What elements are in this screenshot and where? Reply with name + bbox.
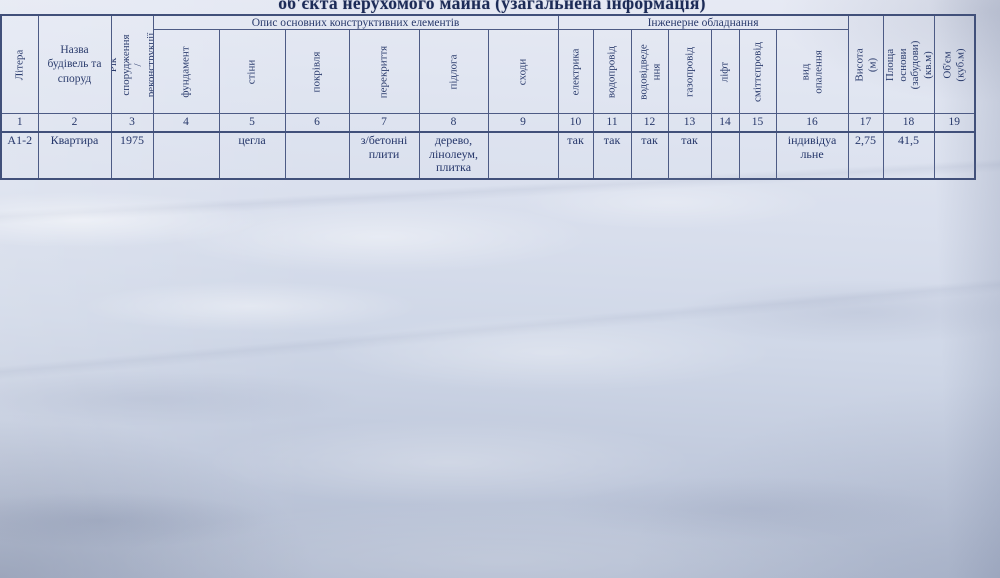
col-header-base-area-label: Площа основи (забудови) (кв.м) <box>883 40 934 89</box>
cell-gas: так <box>667 131 712 180</box>
col-number: 11 <box>592 113 632 133</box>
col-header-garbage-chute-label: сміттєпровід <box>751 41 764 102</box>
col-header-foundation: фундамент <box>152 29 220 114</box>
col-header-floor-finish: підлога <box>418 29 489 114</box>
cell-garbage-chute <box>738 131 777 180</box>
data-row-a1-2: А1-2 Квартира 1975 цегла з/бетонні плити… <box>0 131 976 180</box>
col-header-floor-finish-label: підлога <box>447 54 460 89</box>
col-number: 12 <box>630 113 669 133</box>
col-header-heating: вид опалення <box>775 29 849 114</box>
col-number: 9 <box>487 113 559 133</box>
col-number: 19 <box>933 113 976 133</box>
col-header-gas-label: газопровід <box>683 46 696 97</box>
cell-electricity: так <box>557 131 594 180</box>
col-number: 1 <box>0 113 39 133</box>
col-header-water-label: водопровід <box>605 45 618 98</box>
col-number: 13 <box>667 113 712 133</box>
cell-water: так <box>592 131 632 180</box>
col-number: 6 <box>284 113 350 133</box>
col-number: 3 <box>110 113 154 133</box>
col-number: 8 <box>418 113 489 133</box>
col-header-elevator: ліфт <box>710 29 740 114</box>
col-header-litera-label: Літера <box>13 49 26 80</box>
col-header-electricity-label: електрика <box>569 48 582 95</box>
col-header-foundation-label: фундамент <box>179 45 192 98</box>
cell-sewerage: так <box>630 131 669 180</box>
cell-building-name: Квартира <box>37 131 112 180</box>
col-header-walls: стіни <box>218 29 286 114</box>
col-header-walls-label: стіни <box>245 59 258 84</box>
cell-litera: А1-2 <box>0 131 39 180</box>
col-header-roof: покрівля <box>284 29 350 114</box>
col-number: 14 <box>710 113 740 133</box>
col-header-garbage-chute: сміттєпровід <box>738 29 777 114</box>
col-header-height: Висота (м) <box>847 14 884 114</box>
col-header-elevator-label: ліфт <box>718 61 731 82</box>
col-header-litera: Літера <box>0 14 39 114</box>
col-header-height-label: Висота (м) <box>853 47 878 82</box>
cell-heating: індивідуа льне <box>775 131 849 180</box>
col-header-roof-label: покрівля <box>310 51 323 92</box>
col-number: 4 <box>152 113 220 133</box>
col-header-stairs-label: сходи <box>516 58 529 85</box>
col-header-heating-label: вид опалення <box>799 49 825 94</box>
col-header-year-label: Рік спорудження / реконструкції <box>111 32 153 97</box>
col-number: 17 <box>847 113 884 133</box>
col-header-year: Рік спорудження / реконструкції <box>110 14 154 114</box>
cell-floor-finish: дерево, лінолеум, плитка <box>418 131 489 180</box>
group-header-engineering: Інженерне обладнання <box>557 14 849 30</box>
col-header-floor-structure: перекриття <box>348 29 420 114</box>
col-number: 15 <box>738 113 777 133</box>
col-number: 16 <box>775 113 849 133</box>
cell-roof <box>284 131 350 180</box>
col-header-sewerage-label: водовідведе ння <box>637 43 662 100</box>
col-header-volume-label: Об'єм (куб.м) <box>941 47 967 82</box>
col-number: 2 <box>37 113 112 133</box>
document-title: об'єкта нерухомого майна (узагальнена ін… <box>278 0 706 13</box>
col-header-volume: Об'єм (куб.м) <box>933 14 976 114</box>
column-number-row: 1 2 3 4 5 6 7 8 9 10 11 12 13 14 15 16 1… <box>0 113 976 133</box>
col-header-stairs: сходи <box>487 29 559 114</box>
col-number: 7 <box>348 113 420 133</box>
col-number: 10 <box>557 113 594 133</box>
col-header-water: водопровід <box>592 29 632 114</box>
col-number: 18 <box>882 113 935 133</box>
cell-floor-structure: з/бетонні плити <box>348 131 420 180</box>
col-header-gas: газопровід <box>667 29 712 114</box>
col-number: 5 <box>218 113 286 133</box>
property-summary-table: Літера Назва будівель та споруд Рік спор… <box>0 14 977 180</box>
group-header-construction: Опис основних конструктивних елементів <box>152 14 559 30</box>
cell-height: 2,75 <box>847 131 884 180</box>
cell-base-area: 41,5 <box>882 131 935 180</box>
col-header-floor-structure-label: перекриття <box>377 45 390 98</box>
col-header-building-name: Назва будівель та споруд <box>37 14 112 114</box>
cell-volume <box>933 131 976 180</box>
cell-walls: цегла <box>218 131 286 180</box>
cell-elevator <box>710 131 740 180</box>
col-header-base-area: Площа основи (забудови) (кв.м) <box>882 14 935 114</box>
col-header-building-name-label: Назва будівель та споруд <box>47 44 102 85</box>
cell-stairs <box>487 131 559 180</box>
col-header-electricity: електрика <box>557 29 594 114</box>
cell-year: 1975 <box>110 131 154 180</box>
cell-foundation <box>152 131 220 180</box>
col-header-sewerage: водовідведе ння <box>630 29 669 114</box>
